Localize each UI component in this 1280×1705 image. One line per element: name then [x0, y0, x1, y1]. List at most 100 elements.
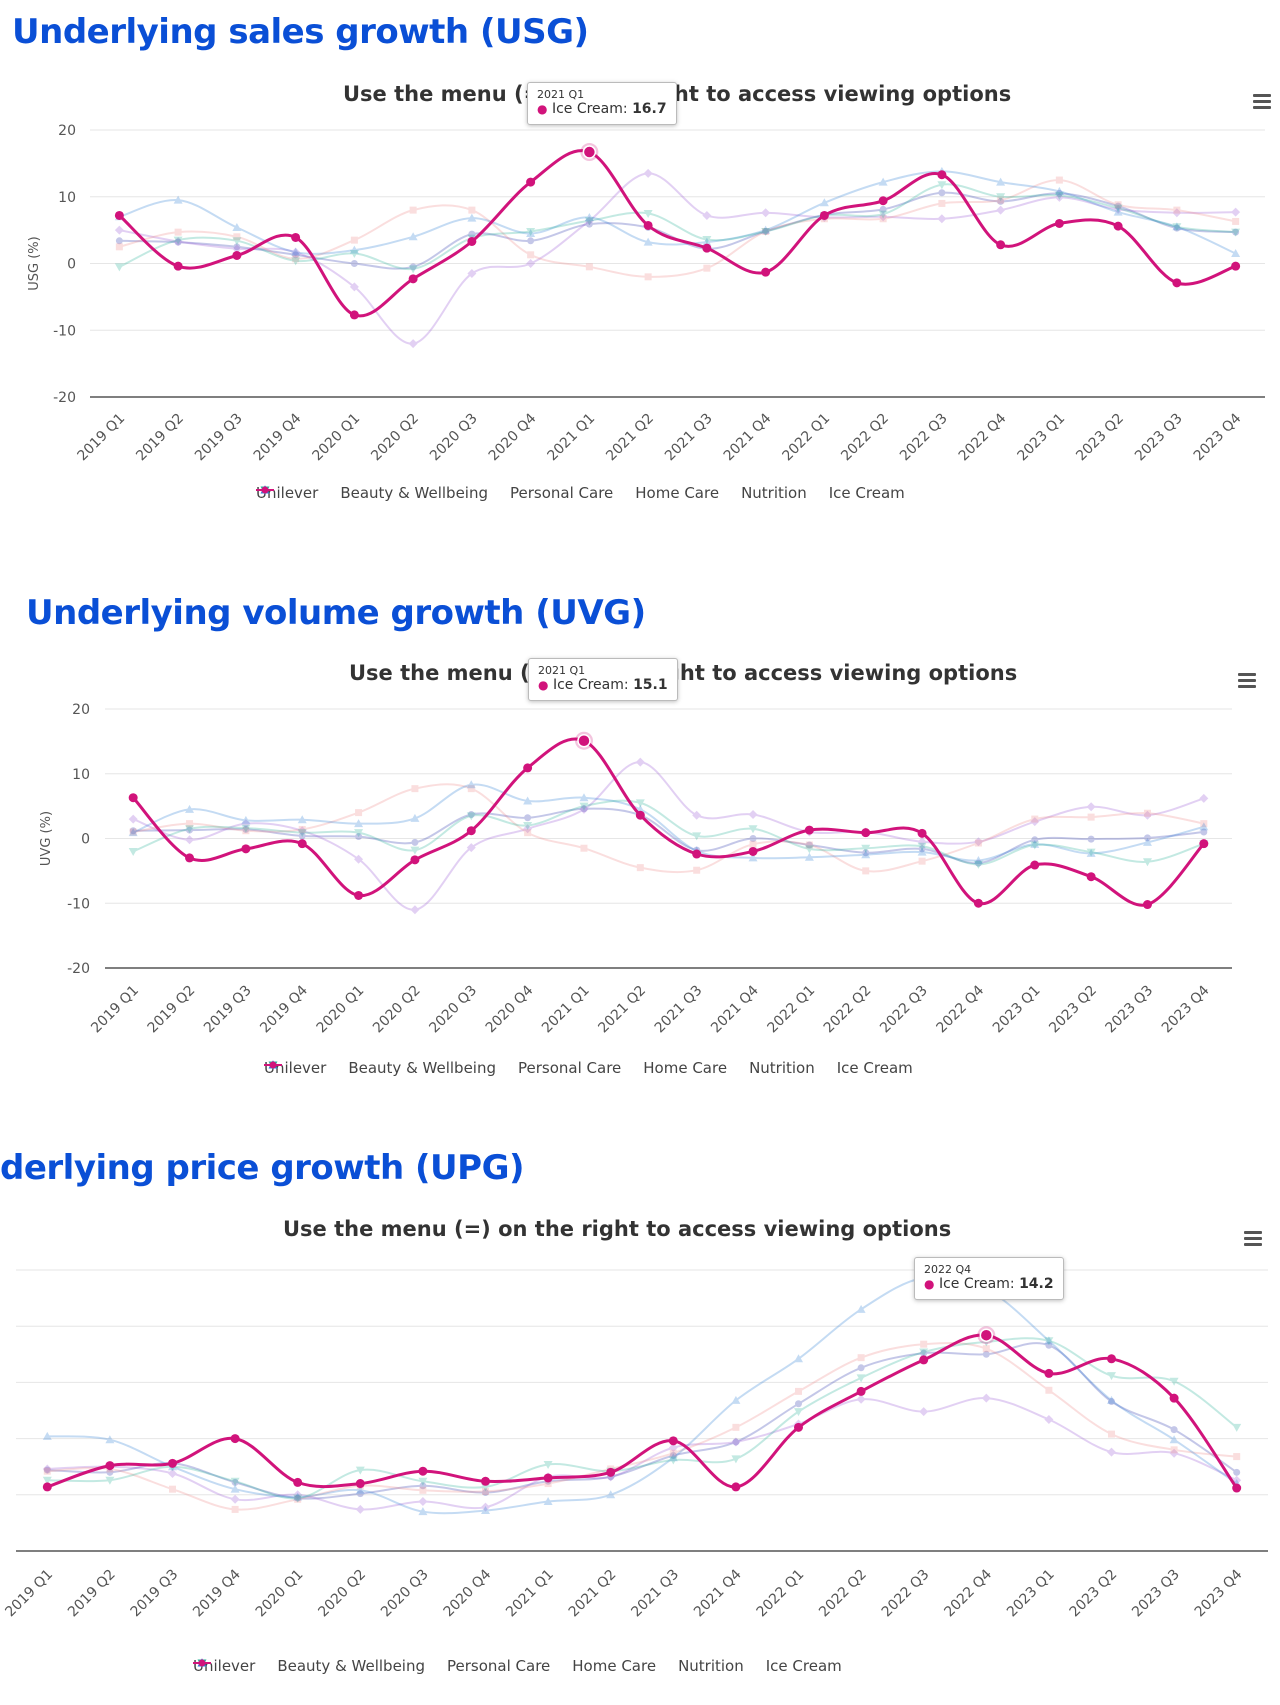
upg-data-point[interactable] [1169, 1377, 1179, 1386]
uvg-data-point[interactable] [1030, 841, 1040, 850]
uvg-data-point[interactable] [1143, 809, 1151, 817]
uvg-series-line[interactable] [132, 799, 1205, 866]
upg-data-point[interactable] [795, 1387, 802, 1395]
usg-data-point[interactable] [1231, 228, 1241, 237]
uvg-data-point[interactable] [185, 804, 195, 813]
uvg-data-point[interactable] [241, 819, 251, 829]
usg-data-point[interactable] [527, 237, 535, 245]
uvg-data-point[interactable] [805, 841, 813, 849]
upg-data-point[interactable] [1044, 1337, 1054, 1346]
uvg-data-point[interactable] [635, 799, 645, 808]
usg-data-point[interactable] [879, 205, 887, 213]
upg-data-point[interactable] [1044, 1336, 1054, 1345]
usg-data-point[interactable] [1055, 176, 1063, 184]
legend-item-nutrition[interactable]: Nutrition [264, 1059, 815, 1077]
upg-data-point[interactable] [606, 1490, 616, 1499]
uvg-data-point[interactable] [186, 820, 194, 828]
usg-data-point[interactable] [584, 216, 594, 226]
usg-data-point[interactable] [233, 243, 241, 251]
upg-data-point[interactable] [982, 1345, 990, 1353]
uvg-data-point[interactable] [579, 804, 589, 814]
usg-data-point[interactable] [114, 225, 124, 235]
uvg-data-point[interactable] [973, 860, 983, 869]
usg-data-point[interactable] [349, 282, 359, 292]
upg-data-point[interactable] [1044, 1414, 1054, 1424]
uvg-data-point[interactable] [748, 810, 758, 820]
upg-data-point[interactable] [543, 1497, 553, 1506]
usg-data-point[interactable] [526, 228, 536, 237]
uvg-data-point[interactable] [242, 825, 250, 833]
uvg-data-point[interactable] [974, 839, 982, 847]
uvg-data-point[interactable] [974, 859, 982, 867]
uvg-data-point[interactable] [129, 827, 137, 835]
upg-data-point[interactable] [1107, 1447, 1116, 1457]
usg-data-point[interactable] [585, 220, 593, 228]
upg-data-point[interactable] [418, 1466, 428, 1476]
uvg-data-point[interactable] [862, 867, 870, 875]
usg-data-point[interactable] [1055, 189, 1063, 197]
usg-data-point[interactable] [527, 251, 535, 259]
uvg-data-point[interactable] [466, 843, 476, 853]
upg-series-line[interactable] [47, 1275, 1238, 1515]
uvg-data-point[interactable] [411, 838, 419, 846]
uvg-data-point[interactable] [186, 826, 194, 834]
upg-data-point[interactable] [42, 1476, 52, 1485]
upg-data-point[interactable] [168, 1468, 177, 1478]
upg-data-point[interactable] [543, 1460, 553, 1469]
usg-data-point[interactable] [115, 243, 123, 251]
uvg-data-point[interactable] [1142, 810, 1152, 820]
upg-series-line[interactable] [47, 1397, 1238, 1511]
usg-data-point[interactable] [408, 232, 418, 241]
uvg-data-point[interactable] [242, 827, 250, 835]
uvg-data-point[interactable] [410, 855, 420, 865]
usg-data-point[interactable] [526, 177, 536, 187]
usg-data-point[interactable] [232, 250, 242, 260]
usg-data-point[interactable] [409, 263, 417, 271]
usg-data-point[interactable] [291, 232, 301, 242]
usg-data-point[interactable] [350, 236, 358, 244]
upg-data-point[interactable] [856, 1304, 866, 1313]
uvg-data-point[interactable] [524, 829, 532, 837]
usg-data-point[interactable] [1054, 191, 1064, 200]
usg-data-point[interactable] [526, 259, 536, 268]
upg-series-line[interactable] [47, 1342, 1238, 1500]
uvg-data-point[interactable] [804, 852, 814, 861]
upg-data-point[interactable] [544, 1480, 552, 1488]
upg-data-point[interactable] [418, 1507, 428, 1516]
uvg-data-point[interactable] [1199, 793, 1209, 803]
uvg-series-line[interactable] [132, 783, 1205, 862]
uvg-data-point[interactable] [128, 847, 138, 856]
usg-data-point[interactable] [702, 237, 712, 246]
upg-data-point[interactable] [1044, 1368, 1054, 1378]
usg-data-point[interactable] [878, 177, 888, 186]
usg-series-ice-cream[interactable] [114, 147, 1241, 320]
upg-data-point[interactable] [795, 1400, 802, 1408]
upg-data-point[interactable] [857, 1364, 865, 1372]
uvg-data-point[interactable] [410, 813, 420, 822]
upg-data-point[interactable] [1233, 1453, 1241, 1461]
usg-data-point[interactable] [349, 245, 359, 254]
usg-data-point[interactable] [996, 177, 1006, 186]
uvg-data-point[interactable] [1031, 836, 1039, 844]
usg-series-nutrition[interactable] [114, 181, 1241, 274]
upg-data-point[interactable] [1232, 1423, 1242, 1432]
upg-data-point[interactable] [293, 1477, 303, 1487]
uvg-data-point[interactable] [805, 841, 813, 849]
usg-data-point[interactable] [996, 240, 1006, 250]
uvg-data-point[interactable] [917, 847, 927, 856]
uvg-data-point[interactable] [1200, 820, 1208, 828]
uvg-data-point[interactable] [804, 825, 814, 835]
upg-data-point[interactable] [920, 1340, 928, 1348]
uvg-series-line[interactable] [132, 761, 1205, 911]
uvg-data-point[interactable] [917, 837, 927, 847]
legend-item-beauty-wellbeing[interactable]: Beauty & Wellbeing [193, 1657, 425, 1675]
usg-data-point[interactable] [702, 235, 712, 244]
usg-data-point[interactable] [997, 197, 1005, 205]
usg-data-point[interactable] [408, 265, 418, 274]
upg-series-line[interactable] [47, 1341, 1237, 1511]
upg-data-point[interactable] [482, 1489, 489, 1497]
uvg-data-point[interactable] [523, 822, 533, 831]
upg-data-point[interactable] [418, 1477, 428, 1486]
uvg-data-point[interactable] [973, 837, 983, 847]
upg-series-line[interactable] [47, 1337, 1238, 1500]
